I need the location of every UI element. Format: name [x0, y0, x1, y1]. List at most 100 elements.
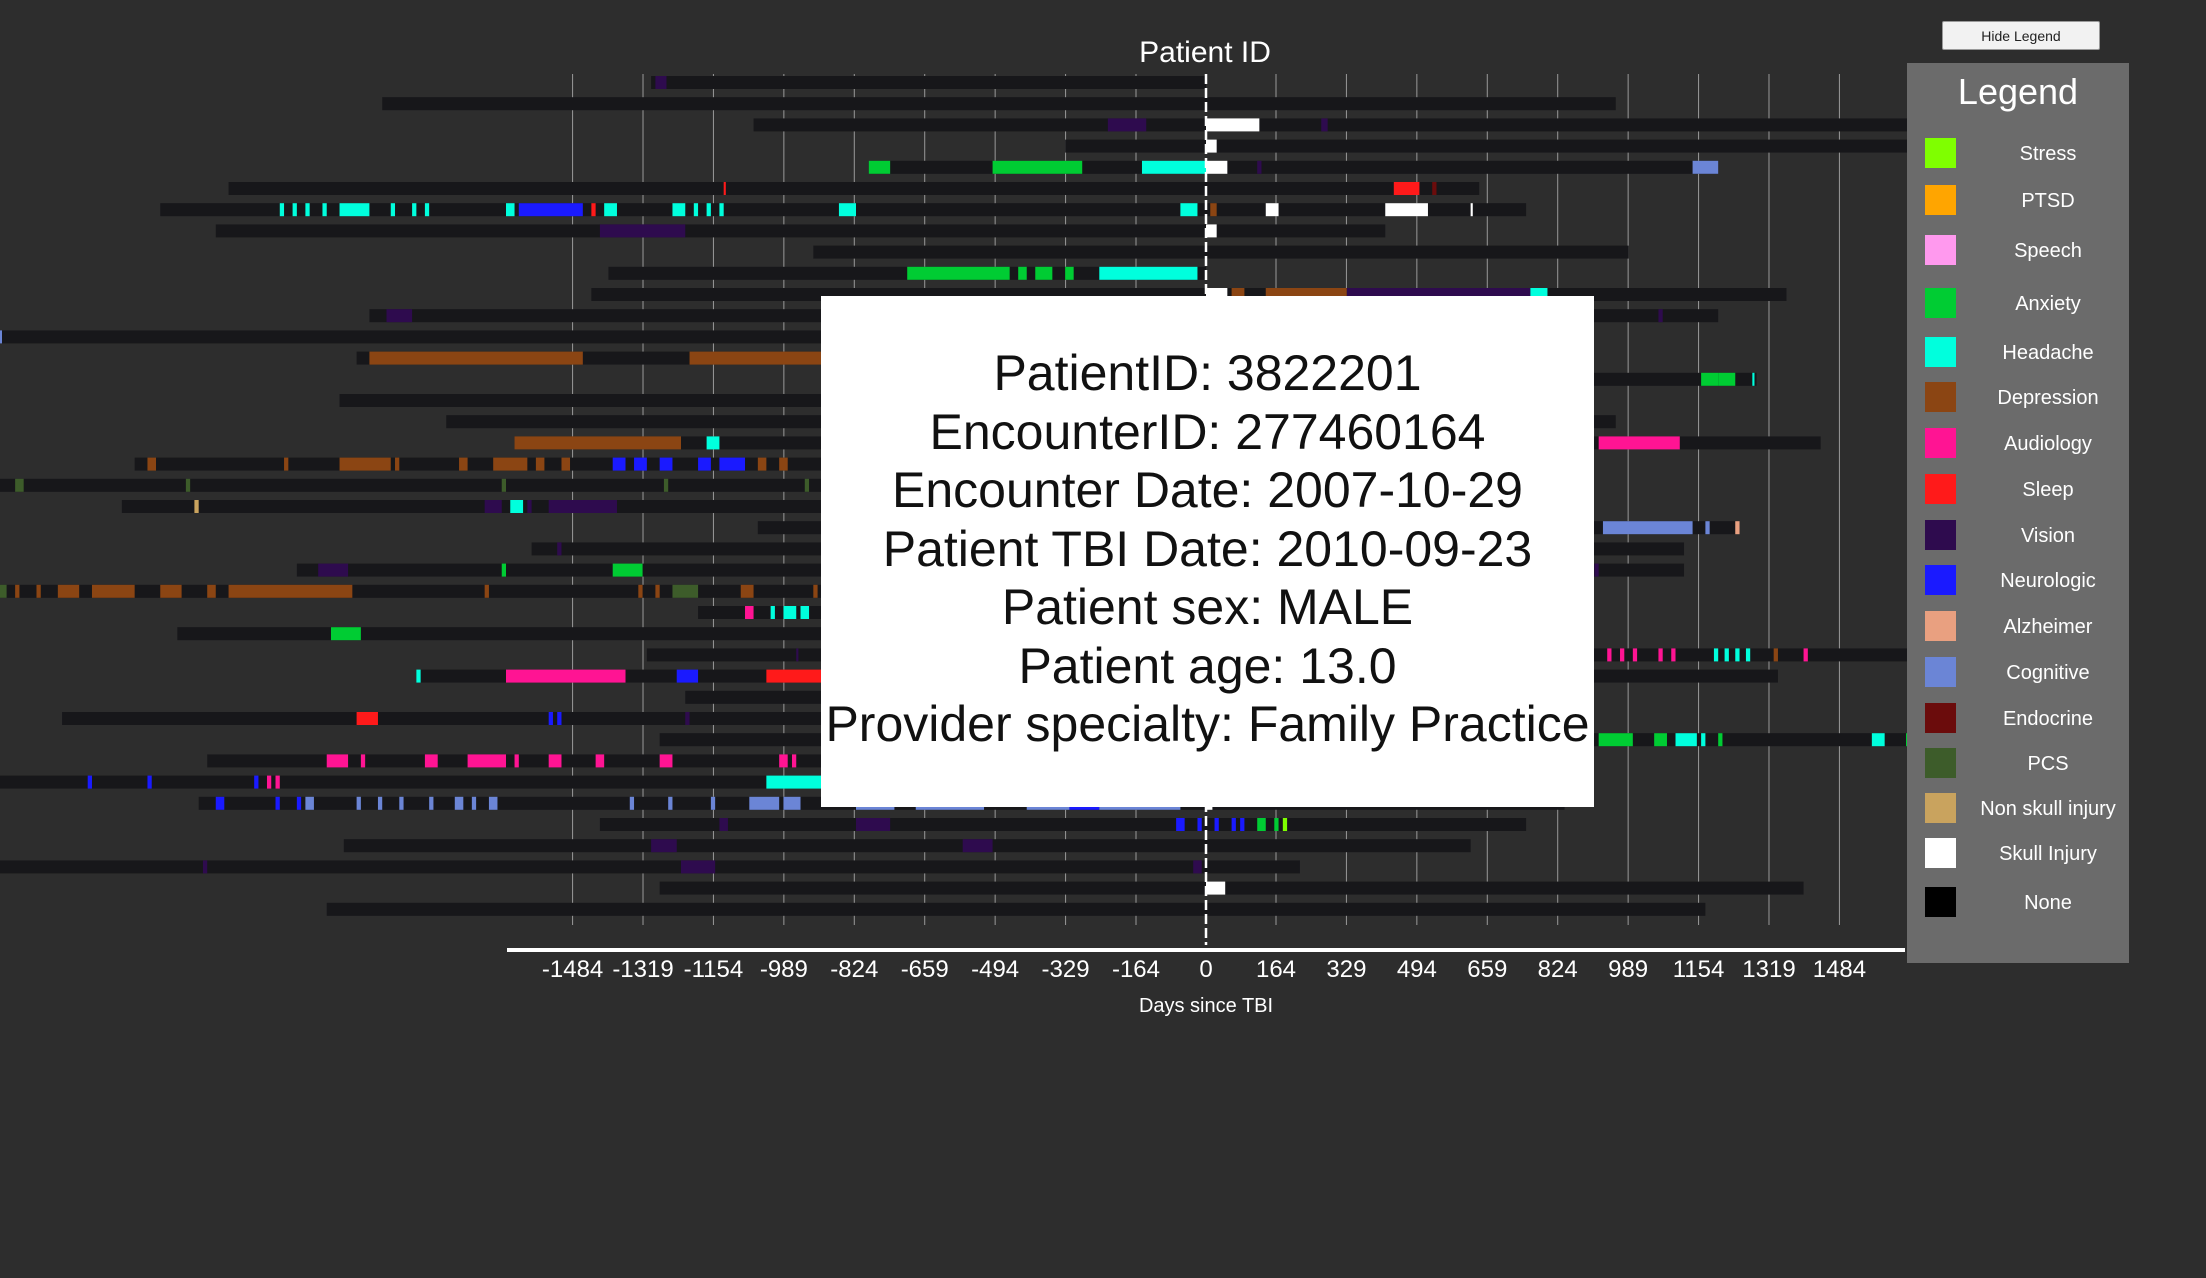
event-neurologic [275, 796, 280, 810]
event-headache [706, 203, 711, 217]
chart-title: Patient ID [1139, 36, 1271, 69]
event-audiology [1803, 648, 1808, 662]
event-cognitive [399, 796, 404, 810]
event-skull-injury [1206, 139, 1217, 153]
legend-item: Non skull injury [1907, 791, 2129, 825]
event-vision [796, 648, 799, 662]
event-pcs [185, 478, 191, 492]
event-neurologic [612, 457, 626, 471]
legend-item: PCS [1907, 746, 2129, 780]
x-tick-label: 494 [1397, 956, 1437, 983]
legend-swatch [1925, 138, 1956, 168]
event-audiology [659, 754, 673, 768]
x-tick-label: 1484 [1813, 956, 1866, 983]
patient-timeline-bar [0, 584, 822, 598]
patient-row [0, 478, 822, 492]
event-headache [1701, 733, 1706, 747]
tooltip-encounter-date: Encounter Date: 2007-10-29 [892, 462, 1523, 518]
legend-label: Depression [1997, 387, 2099, 409]
event-audiology [1607, 648, 1612, 662]
event-anxiety [1035, 266, 1053, 280]
event-cognitive [1692, 160, 1719, 174]
event-sleep [723, 182, 726, 195]
event-cognitive [629, 796, 635, 810]
event-anxiety [1065, 266, 1074, 280]
event-depression [484, 584, 489, 598]
legend-label: Audiology [2004, 433, 2092, 455]
legend-swatch [1925, 520, 1956, 550]
x-tick-label: 0 [1199, 956, 1212, 983]
event-cognitive [471, 796, 477, 810]
event-vision [1321, 118, 1328, 132]
event-vision [527, 500, 532, 513]
patient-timeline-bar [382, 97, 1616, 111]
tooltip-provider-specialty: Provider specialty: Family Practice [825, 696, 1590, 752]
patient-timeline-bar [651, 76, 1206, 89]
legend-item: Headache [1907, 335, 2129, 369]
event-headache [783, 606, 797, 619]
legend-label: Neurologic [2000, 570, 2096, 592]
event-headache [416, 669, 421, 683]
event-vision [557, 542, 562, 556]
x-tick-label: 1319 [1742, 956, 1795, 983]
event-cognitive [305, 796, 314, 810]
event-skull-injury [1206, 160, 1228, 174]
x-tick-label: -1484 [542, 956, 603, 983]
event-vision [685, 712, 690, 725]
event-skull-injury [1206, 224, 1217, 238]
hide-legend-button[interactable]: Hide Legend [1942, 21, 2100, 50]
event-vision [1107, 118, 1147, 132]
legend-label: Non skull injury [1980, 798, 2116, 820]
event-anxiety [1257, 818, 1266, 831]
legend-item: Stress [1907, 136, 2129, 170]
event-audiology [467, 754, 506, 768]
patient-row [651, 76, 1206, 89]
legend-swatch [1925, 703, 1956, 733]
legend-swatch [1925, 337, 1956, 367]
event-neurologic [87, 775, 92, 789]
legend-swatch [1925, 748, 1956, 778]
event-sleep [591, 203, 596, 217]
event-headache [510, 500, 524, 513]
patient-row [356, 351, 822, 365]
event-neurologic [1240, 818, 1245, 831]
event-endocrine [1432, 182, 1437, 195]
event-neurologic [1176, 818, 1185, 831]
legend-item: Alzheimer [1907, 609, 2129, 643]
event-vision [548, 500, 617, 513]
patient-row [382, 97, 1616, 111]
event-neurologic [215, 796, 225, 810]
event-headache [424, 203, 430, 217]
legend-label: Vision [2020, 525, 2076, 547]
legend-swatch [1925, 428, 1956, 458]
patient-timeline-bar [753, 118, 2099, 132]
event-anxiety [331, 627, 361, 641]
legend-swatch [1925, 185, 1956, 215]
patient-timeline-bar [659, 881, 1804, 895]
event-cognitive [429, 796, 434, 810]
patient-timeline-bar [326, 902, 1706, 916]
event-headache [1752, 372, 1755, 386]
x-tick-label: -989 [760, 956, 808, 983]
event-vision [1193, 860, 1202, 874]
tooltip-patient-age: Patient age: 13.0 [1018, 637, 1397, 694]
patient-timeline-bar [228, 182, 1480, 195]
legend-item: Sleep [1907, 472, 2129, 506]
x-tick-label: 164 [1256, 956, 1296, 983]
event-cognitive [1705, 521, 1710, 535]
event-vision [962, 839, 993, 853]
event-audiology [360, 754, 366, 768]
legend-item: Audiology [1907, 426, 2129, 460]
legend-label: Speech [2014, 240, 2082, 262]
event-stress [1282, 818, 1288, 831]
patient-row [753, 118, 2099, 132]
x-tick-label: 1154 [1673, 956, 1725, 983]
legend-swatch [1925, 657, 1956, 687]
event-headache [770, 606, 775, 619]
x-tick-label: -494 [971, 956, 1019, 983]
legend-panel: Legend Stress PTSD Speech Anxiety Headache De… [1907, 63, 2129, 963]
legend-swatch [1925, 838, 1956, 868]
event-headache [1675, 733, 1697, 747]
legend-swatch [1925, 474, 1956, 504]
event-headache [1724, 648, 1729, 662]
